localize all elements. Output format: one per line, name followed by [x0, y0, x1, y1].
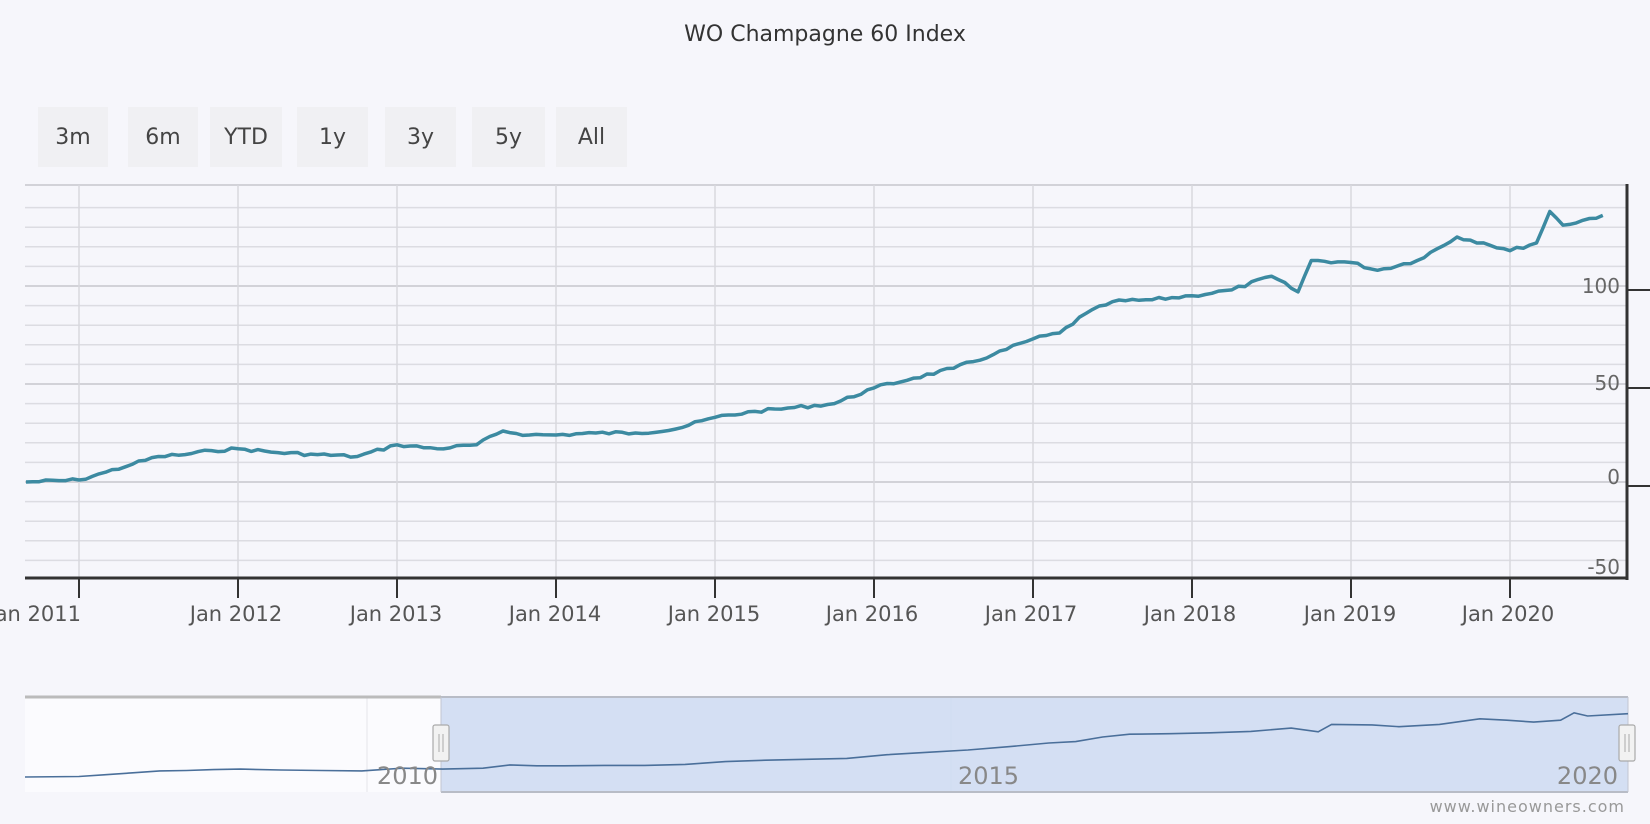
- x-label-2020: Jan 2020: [1460, 602, 1555, 626]
- x-label-2011: Jan 2011: [0, 602, 81, 626]
- y-label-minus-50: -50: [1587, 555, 1620, 579]
- navigator-line: [24, 711, 1629, 778]
- navigator[interactable]: 2010 2015 2020: [24, 695, 1636, 793]
- credits-link[interactable]: www.wineowners.com: [1429, 797, 1625, 816]
- range-button-5y[interactable]: 5y: [472, 107, 545, 167]
- navigator-handle-left[interactable]: [432, 724, 450, 762]
- x-label-2017: Jan 2017: [983, 602, 1078, 626]
- navigator-label-2020: 2020: [1557, 762, 1618, 790]
- index-line: [25, 209, 1604, 484]
- navigator-label-2015: 2015: [958, 762, 1019, 790]
- range-button-6m[interactable]: 6m: [128, 107, 198, 167]
- x-label-2013: Jan 2013: [348, 602, 443, 626]
- x-label-2016: Jan 2016: [824, 602, 919, 626]
- y-axis-ticks: [1627, 289, 1650, 487]
- x-label-2018: Jan 2018: [1142, 602, 1237, 626]
- chart-title: WO Champagne 60 Index: [684, 22, 966, 47]
- range-button-3m[interactable]: 3m: [38, 107, 108, 167]
- x-label-2015: Jan 2015: [666, 602, 761, 626]
- y-label-100: 100: [1582, 274, 1620, 298]
- range-button-ytd[interactable]: YTD: [210, 107, 282, 167]
- navigator-label-2010: 2010: [377, 762, 438, 790]
- range-button-3y[interactable]: 3y: [385, 107, 456, 167]
- navigator-handle-right[interactable]: [1618, 724, 1636, 762]
- x-axis-ticks: [78, 578, 1511, 598]
- x-label-2012: Jan 2012: [188, 602, 283, 626]
- range-button-1y[interactable]: 1y: [297, 107, 368, 167]
- x-label-2019: Jan 2019: [1302, 602, 1397, 626]
- range-button-all[interactable]: All: [556, 107, 627, 167]
- x-label-2014: Jan 2014: [507, 602, 602, 626]
- y-label-50: 50: [1595, 371, 1620, 395]
- grid-lines: [25, 184, 1627, 578]
- y-label-0: 0: [1607, 465, 1620, 489]
